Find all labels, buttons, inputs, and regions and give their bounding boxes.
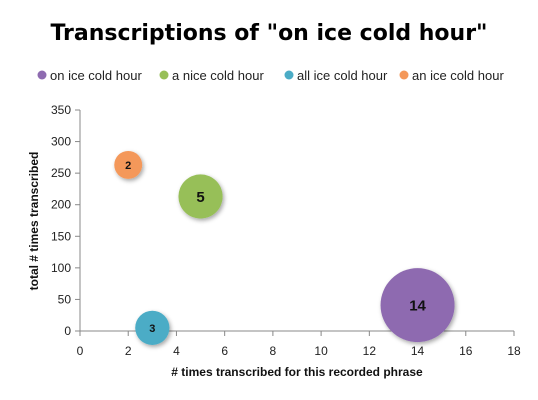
- y-axis-ticks: 0 50 100 150 200 250 300 350: [51, 103, 80, 338]
- legend-item-on-ice-cold-hour: on ice cold hour: [37, 68, 142, 83]
- y-tick-label: 300: [51, 135, 71, 149]
- x-tick-label: 2: [125, 344, 132, 358]
- bubble-label-an-ice-cold-hour: 2: [125, 160, 131, 172]
- y-tick-label: 200: [51, 198, 71, 212]
- x-axis-title: # times transcribed for this recorded ph…: [171, 365, 423, 379]
- legend-marker-on-ice-cold-hour: [37, 70, 47, 80]
- legend-label-a-nice-cold-hour: a nice cold hour: [172, 68, 264, 83]
- x-tick-label: 8: [270, 344, 277, 358]
- legend-marker-an-ice-cold-hour: [399, 70, 409, 80]
- y-tick-label: 100: [51, 261, 71, 275]
- legend-item-an-ice-cold-hour: an ice cold hour: [399, 68, 504, 83]
- bubble-a-nice-cold-hour: [178, 174, 223, 219]
- bubble-label-a-nice-cold-hour: 5: [196, 189, 204, 206]
- legend-item-a-nice-cold-hour: a nice cold hour: [159, 68, 264, 83]
- x-tick-label: 12: [363, 344, 377, 358]
- legend-label-all-ice-cold-hour: all ice cold hour: [297, 68, 388, 83]
- x-tick-label: 18: [507, 344, 521, 358]
- x-tick-label: 16: [459, 344, 473, 358]
- chart-title: Transcriptions of "on ice cold hour": [50, 21, 487, 46]
- bubble-label-all-ice-cold-hour: 3: [149, 323, 155, 335]
- y-tick-label: 50: [58, 292, 72, 306]
- x-tick-label: 14: [411, 344, 425, 358]
- legend: on ice cold hour a nice cold hour all ice …: [37, 68, 504, 83]
- legend-label-an-ice-cold-hour: an ice cold hour: [412, 68, 504, 83]
- x-tick-label: 10: [314, 344, 328, 358]
- x-tick-label: 4: [173, 344, 180, 358]
- x-tick-label: 6: [221, 344, 228, 358]
- y-tick-label: 150: [51, 229, 71, 243]
- legend-marker-all-ice-cold-hour: [284, 70, 294, 80]
- legend-marker-a-nice-cold-hour: [159, 70, 169, 80]
- y-tick-label: 0: [64, 324, 71, 338]
- bubble-on-ice-cold-hour: [380, 268, 455, 343]
- bubble-all-ice-cold-hour: [135, 310, 170, 345]
- bubble-an-ice-cold-hour: [114, 150, 143, 179]
- x-tick-label: 0: [77, 344, 84, 358]
- legend-item-all-ice-cold-hour: all ice cold hour: [284, 68, 388, 83]
- bubble-label-on-ice-cold-hour: 14: [409, 298, 426, 315]
- bubbles: 14 5 3 2: [114, 150, 455, 345]
- y-tick-label: 250: [51, 166, 71, 180]
- legend-label-on-ice-cold-hour: on ice cold hour: [50, 68, 142, 83]
- y-tick-label: 350: [51, 103, 71, 117]
- y-axis-title: total # times transcribed: [27, 152, 41, 291]
- x-axis-ticks: 0 2 4 6 8 10 12 14 16 18: [77, 331, 521, 358]
